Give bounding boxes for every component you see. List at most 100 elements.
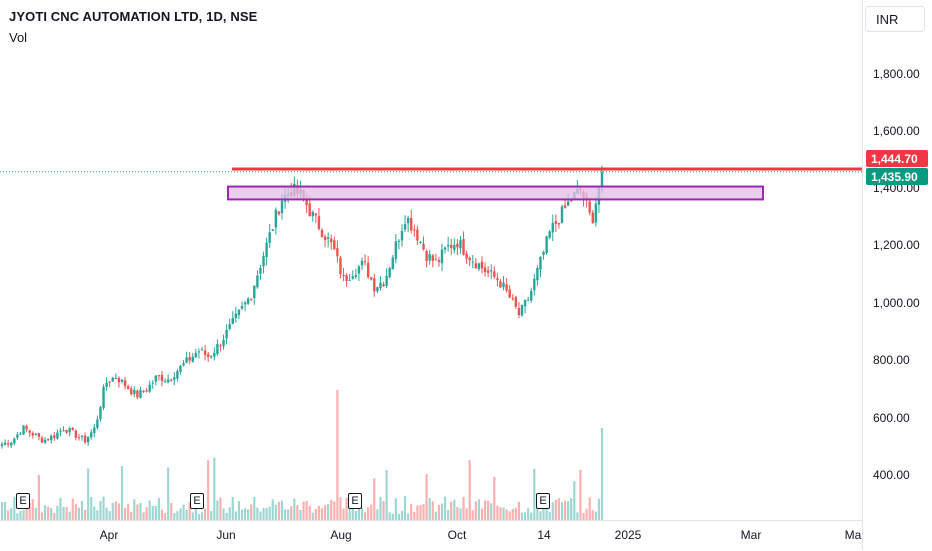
volume-bar	[47, 506, 50, 520]
volume-bar	[53, 512, 56, 520]
candle-body	[80, 435, 84, 438]
candle-body	[99, 407, 102, 420]
candle-body	[105, 382, 108, 388]
candle-body	[308, 203, 311, 217]
time-tick: Mar	[740, 528, 762, 542]
volume-bar	[459, 508, 462, 520]
volume-bar	[50, 508, 53, 520]
candle-body	[425, 251, 428, 262]
volume-bar	[320, 508, 324, 520]
currency-selector[interactable]: INR	[865, 6, 925, 32]
candle-body	[493, 271, 496, 277]
volume-bar	[280, 500, 284, 520]
volume-bar	[305, 500, 308, 520]
candle-body	[179, 365, 182, 372]
volume-bar	[477, 499, 481, 520]
earnings-marker[interactable]: E	[190, 493, 204, 509]
candle-body	[434, 259, 438, 261]
candle-body	[542, 251, 545, 255]
candle-body	[56, 432, 59, 439]
volume-bar	[511, 509, 514, 520]
price-scale[interactable]	[862, 0, 932, 550]
price-tick: 1,800.00	[873, 67, 920, 81]
candle-body	[588, 201, 591, 213]
volume-bar	[434, 511, 437, 520]
volume-bar	[542, 504, 545, 520]
volume-bar	[56, 505, 59, 520]
volume-bar	[360, 507, 364, 520]
candle-body	[145, 390, 148, 392]
last-price-tag: 1,435.90	[866, 168, 928, 185]
volume-bar	[167, 467, 170, 520]
volume-bar	[40, 512, 44, 520]
candle-body	[206, 354, 210, 358]
time-tick: Aug	[330, 528, 352, 542]
volume-bar	[268, 506, 271, 520]
volume-bar	[127, 503, 130, 520]
chart-title: JYOTI CNC AUTOMATION LTD, 1D, NSE	[9, 9, 258, 24]
volume-bar	[594, 511, 597, 520]
volume-bar	[385, 470, 388, 520]
candle-body	[554, 221, 558, 224]
candle-body	[28, 430, 31, 433]
candle-body	[446, 244, 450, 247]
volume-bar	[222, 508, 225, 520]
volume-bar	[499, 507, 502, 520]
volume-bar	[253, 497, 256, 520]
volume-bar	[3, 501, 7, 520]
candle-body	[508, 289, 511, 298]
volume-bar	[345, 497, 348, 520]
chart-canvas[interactable]	[0, 0, 862, 520]
candle-body	[370, 277, 373, 280]
candle-body	[203, 350, 207, 356]
volume-bar	[213, 457, 216, 520]
candle-body	[194, 353, 198, 358]
candle-body	[246, 298, 250, 304]
candle-body	[0, 443, 4, 446]
volume-bar	[351, 507, 354, 520]
candle-body	[240, 305, 244, 309]
candle-body	[486, 270, 490, 273]
candle-body	[170, 379, 173, 381]
candle-body	[533, 278, 536, 291]
volume-bar	[407, 513, 410, 520]
volume-bar	[530, 512, 533, 520]
earnings-marker[interactable]: E	[348, 493, 362, 509]
candle-body	[176, 371, 179, 379]
volume-bar	[447, 509, 450, 520]
volume-bar	[388, 512, 391, 520]
volume-bar	[465, 508, 468, 520]
volume-bar	[539, 511, 542, 520]
volume-bar	[370, 504, 373, 520]
volume-bar	[527, 508, 530, 520]
volume-bar	[533, 468, 536, 520]
candle-body	[591, 212, 594, 224]
volume-bar	[283, 509, 287, 520]
time-tick: Apr	[99, 528, 119, 542]
candle-body	[123, 380, 127, 387]
volume-bar	[450, 501, 453, 520]
volume-bar	[0, 502, 4, 520]
candle-body	[379, 282, 382, 289]
volume-bar	[517, 501, 521, 520]
volume-bar	[71, 498, 74, 520]
chart-area[interactable]	[0, 0, 862, 520]
volume-bar	[77, 507, 81, 520]
volume-bar	[179, 508, 182, 520]
volume-bar	[480, 508, 484, 520]
earnings-marker[interactable]: E	[536, 493, 550, 509]
candle-body	[277, 211, 281, 215]
candle-body	[557, 222, 561, 225]
candle-body	[360, 260, 364, 266]
volume-bar	[74, 504, 77, 520]
volume-bar	[560, 502, 564, 520]
volume-bar	[487, 500, 490, 520]
volume-bar	[419, 505, 422, 520]
earnings-marker[interactable]: E	[16, 493, 30, 509]
volume-bar	[200, 512, 204, 520]
candle-body	[357, 266, 361, 274]
candle-body	[274, 209, 278, 228]
candle-body	[311, 211, 314, 217]
time-scale[interactable]	[0, 520, 862, 551]
volume-bar	[34, 507, 37, 520]
